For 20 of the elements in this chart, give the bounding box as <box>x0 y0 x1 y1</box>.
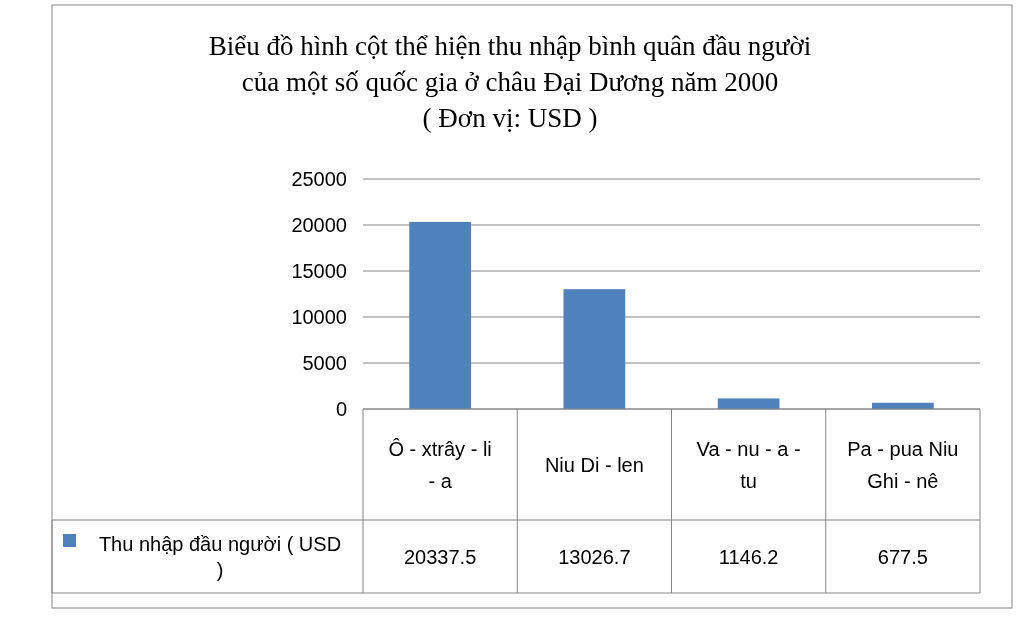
x-tick-label: Va - nu - a - tu <box>696 437 801 492</box>
y-tick-label: 10000 <box>291 306 347 328</box>
data-label: 1146.2 <box>718 545 779 568</box>
legend-label: Thu nhập đầu người ( USD ) <box>98 532 342 581</box>
data-label: 13026.7 <box>558 545 631 568</box>
y-tick-label: 0 <box>335 398 347 420</box>
y-tick-label: 25000 <box>291 168 347 190</box>
data-label: 20337.5 <box>403 545 477 568</box>
y-tick-label: 20000 <box>291 214 347 236</box>
bar <box>409 221 471 409</box>
chart-title: Biểu đồ hình cột thể hiện thu nhập bình quân đầu người của một số quốc gia ở châu Đại Dương năm 2000 <box>208 31 812 97</box>
bar <box>717 398 780 409</box>
bar <box>563 289 626 409</box>
y-tick-label: 15000 <box>291 260 347 282</box>
x-tick-label: Ô - xtrây - li - a <box>388 437 492 492</box>
x-tick-label: Niu Di - len <box>544 453 644 476</box>
chart-subtitle: ( Đơn vị: USD ) <box>422 103 598 133</box>
data-label: 677.5 <box>877 545 928 568</box>
y-tick-label: 5000 <box>302 352 347 374</box>
x-tick-label: Pa - pua Niu Ghi - nê <box>847 437 959 492</box>
